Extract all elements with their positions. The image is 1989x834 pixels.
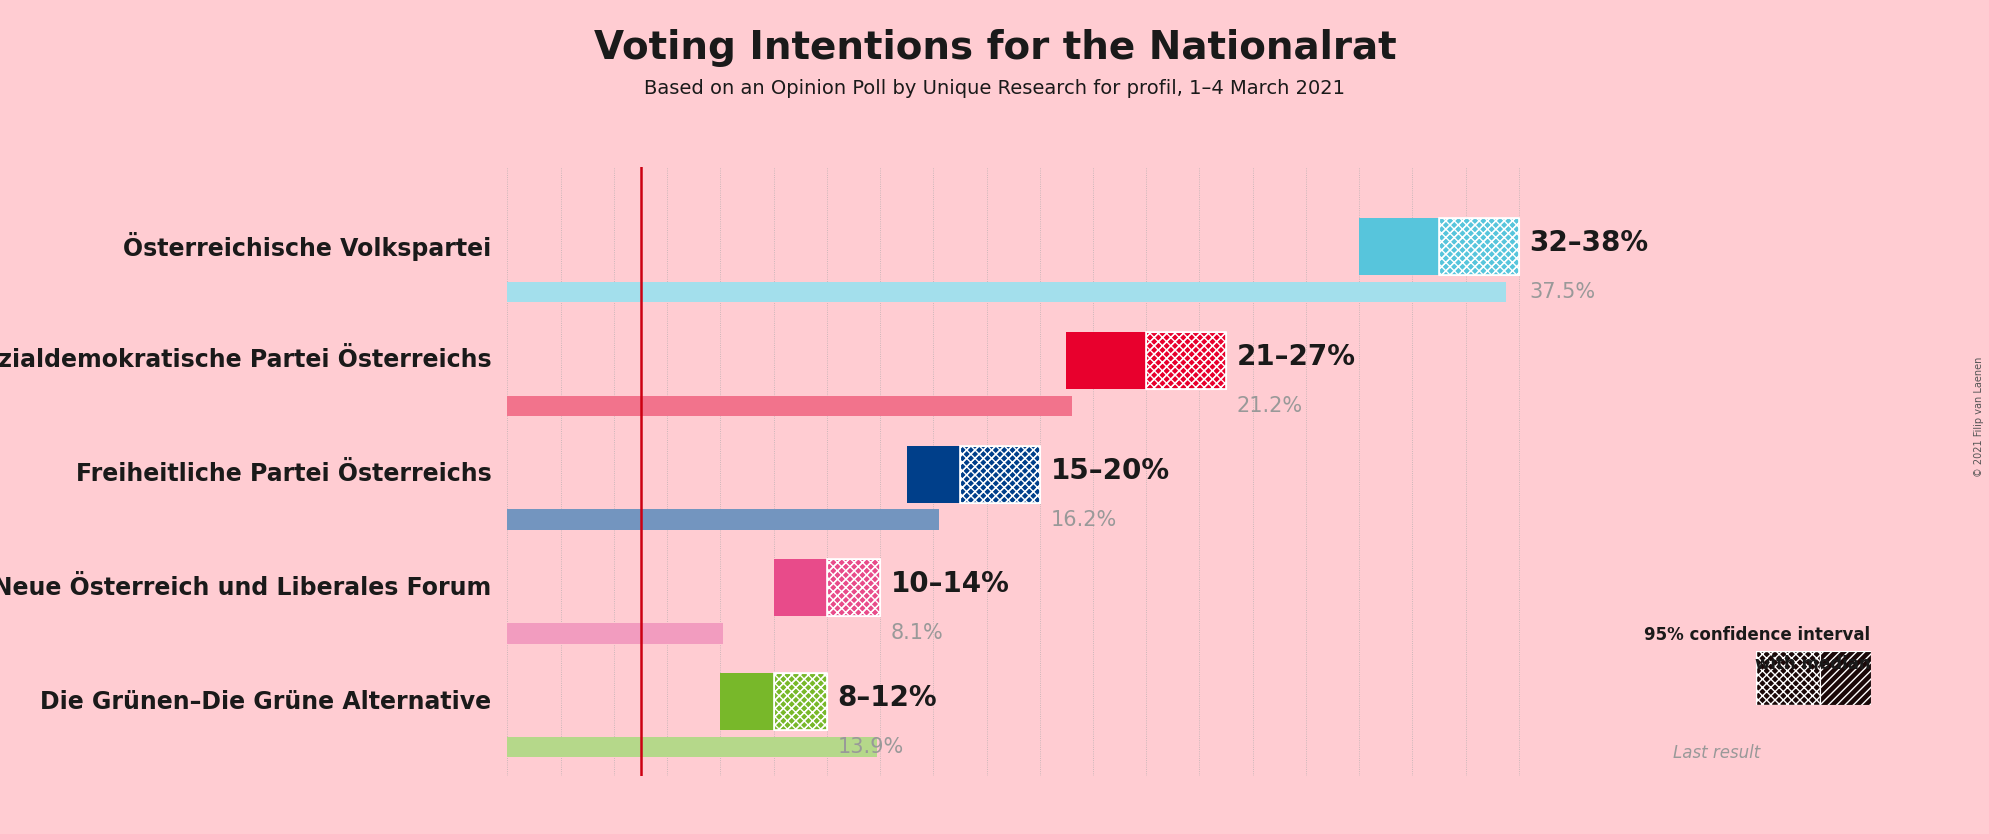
- Text: Die Grünen–Die Grüne Alternative: Die Grünen–Die Grüne Alternative: [40, 690, 491, 714]
- Bar: [774, 673, 827, 730]
- Bar: [1438, 218, 1518, 275]
- Bar: [507, 737, 877, 757]
- Text: © 2021 Filip van Laenen: © 2021 Filip van Laenen: [1973, 357, 1983, 477]
- Text: 16.2%: 16.2%: [1050, 510, 1116, 530]
- Text: Based on an Opinion Poll by Unique Research for profil, 1–4 March 2021: Based on an Opinion Poll by Unique Resea…: [644, 79, 1345, 98]
- Text: 37.5%: 37.5%: [1530, 282, 1595, 302]
- Text: NEOS–Das Neue Österreich und Liberales Forum: NEOS–Das Neue Österreich und Liberales F…: [0, 575, 491, 600]
- Bar: [1438, 218, 1518, 275]
- Text: Österreichische Volkspartei: Österreichische Volkspartei: [123, 232, 491, 261]
- Bar: [959, 445, 1040, 503]
- Bar: [507, 623, 722, 644]
- Bar: [827, 560, 879, 616]
- Bar: [1146, 332, 1225, 389]
- Bar: [720, 673, 774, 730]
- Bar: [1146, 332, 1225, 389]
- Bar: [1146, 332, 1225, 389]
- Bar: [774, 673, 827, 730]
- Text: 21.2%: 21.2%: [1235, 396, 1303, 416]
- Text: Freiheitliche Partei Österreichs: Freiheitliche Partei Österreichs: [76, 462, 491, 486]
- Text: Sozialdemokratische Partei Österreichs: Sozialdemokratische Partei Österreichs: [0, 349, 491, 372]
- Bar: [827, 560, 879, 616]
- Bar: [507, 282, 1506, 302]
- Bar: [1066, 332, 1146, 389]
- Text: 13.9%: 13.9%: [837, 737, 903, 757]
- Text: with median: with median: [1754, 655, 1870, 673]
- Bar: [959, 445, 1040, 503]
- Text: 10–14%: 10–14%: [891, 570, 1008, 599]
- Text: 8.1%: 8.1%: [891, 623, 943, 643]
- Text: 32–38%: 32–38%: [1530, 229, 1647, 257]
- Bar: [827, 560, 879, 616]
- Text: 8–12%: 8–12%: [837, 684, 937, 712]
- Bar: [774, 673, 827, 730]
- Text: 21–27%: 21–27%: [1235, 343, 1355, 371]
- Bar: [507, 510, 939, 530]
- Bar: [774, 560, 827, 616]
- Bar: [1438, 218, 1518, 275]
- Text: Voting Intentions for the Nationalrat: Voting Intentions for the Nationalrat: [593, 29, 1396, 68]
- Text: Last result: Last result: [1671, 744, 1758, 762]
- Bar: [907, 445, 959, 503]
- Bar: [1358, 218, 1438, 275]
- Bar: [507, 395, 1072, 416]
- Text: 15–20%: 15–20%: [1050, 457, 1170, 485]
- Bar: [959, 445, 1040, 503]
- Text: 95% confidence interval: 95% confidence interval: [1643, 626, 1870, 644]
